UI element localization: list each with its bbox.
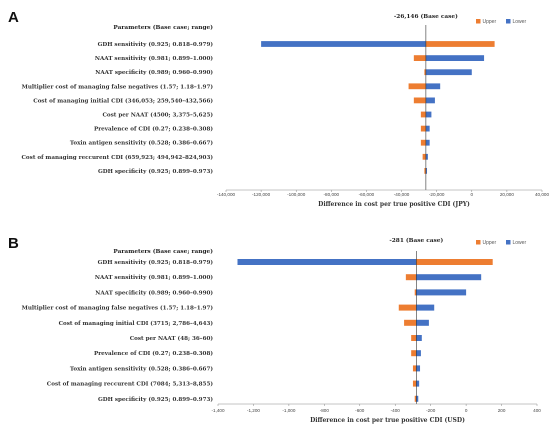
bar-lower (425, 69, 472, 76)
bar-lower (425, 97, 435, 104)
x-tick-label: -800 (320, 408, 330, 413)
bar-upper (405, 274, 417, 281)
bar-upper (416, 259, 493, 265)
bar-upper (420, 139, 426, 146)
bar-upper (408, 83, 426, 90)
bar-upper (412, 380, 417, 387)
base-case-label: -26,146 (Base case) (394, 13, 458, 20)
bar-upper (420, 125, 426, 132)
x-tick-label: 200 (498, 408, 506, 413)
bar-lower (416, 335, 422, 341)
bar-upper (424, 168, 426, 174)
x-tick-label: -600 (355, 408, 365, 413)
bar-upper (424, 69, 426, 76)
bar-lower (416, 380, 420, 387)
panel-letter: B (8, 235, 19, 252)
parameter-label: Multiplier cost of managing false negati… (22, 83, 214, 90)
legend-label-upper: Upper (483, 240, 497, 246)
bar-lower (425, 125, 430, 132)
parameter-label: NAAT sensitivity (0.981; 0.899–1.000) (95, 274, 214, 281)
parameter-label: Multiplier cost of managing false negati… (22, 305, 214, 312)
bar-upper (413, 97, 426, 104)
parameter-label: NAAT specificity (0.989; 0.960–0.990) (95, 69, 213, 76)
parameter-label: Cost of managing initial CDI (3715; 2,78… (59, 320, 214, 327)
parameter-label: Cost per NAAT (48; 36–60) (130, 335, 214, 342)
bar-lower (261, 41, 426, 47)
parameter-label: GDH specificity (0.925; 0.899–0.973) (98, 168, 213, 175)
parameter-label: GDH sensitivity (0.925; 0.818–0.979) (98, 259, 214, 266)
x-tick-label: -1,000 (282, 408, 295, 413)
bar-lower (416, 319, 429, 326)
x-tick-label: -1,400 (211, 408, 224, 413)
panel-letter: A (8, 9, 19, 26)
bar-lower (425, 83, 441, 90)
x-tick-label: 400 (533, 408, 541, 413)
bar-upper (412, 365, 417, 372)
parameter-label: Toxin antigen sensitivity (0.528; 0.386–… (70, 140, 214, 147)
params-header: Parameters (Base case; range) (113, 248, 213, 255)
base-case-label: -281 (Base case) (389, 237, 443, 244)
legend-label-upper: Upper (483, 19, 497, 25)
legend-swatch-lower (506, 240, 511, 245)
bar-lower (425, 168, 428, 174)
parameter-label: Prevalence of CDI (0.27; 0.238–0.308) (94, 126, 213, 133)
bar-lower (416, 365, 421, 372)
x-tick-label: -120,000 (252, 192, 271, 197)
parameter-label: Cost per NAAT (4500; 3,375–5,625) (102, 112, 213, 119)
x-tick-label: -60,000 (359, 192, 375, 197)
panel-a: A -26,146 (Base case) Parameters (Base cas… (8, 9, 549, 208)
bar-upper (398, 304, 417, 311)
bar-upper (414, 289, 417, 296)
x-axis-title: Difference in cost per true positive CDI… (310, 417, 465, 424)
bar-lower (425, 55, 485, 61)
x-tick-label: -400 (391, 408, 401, 413)
x-tick-label: -140,000 (217, 192, 236, 197)
parameter-label: GDH specificity (0.925; 0.899–0.973) (98, 396, 213, 403)
parameter-label: NAAT sensitivity (0.981; 0.899–1.000) (95, 55, 214, 62)
x-tick-label: -80,000 (324, 192, 340, 197)
bar-upper (411, 335, 417, 341)
x-tick-label: 0 (465, 408, 468, 413)
bar-lower (416, 395, 419, 402)
x-tick-label: -40,000 (394, 192, 410, 197)
params-header: Parameters (Base case; range) (113, 24, 213, 31)
bar-lower (416, 350, 421, 357)
parameter-label: Toxin antigen sensitivity (0.528; 0.386–… (70, 365, 214, 372)
bar-lower (425, 111, 432, 118)
parameter-label: GDH sensitivity (0.925; 0.818–0.979) (98, 41, 214, 48)
parameter-label: NAAT specificity (0.989; 0.960–0.990) (95, 289, 213, 296)
legend-label-lower: Lower (513, 240, 527, 246)
x-tick-label: -200 (426, 408, 436, 413)
bar-lower (416, 274, 482, 281)
x-tick-label: -1,200 (247, 408, 260, 413)
bar-upper (413, 55, 426, 61)
x-tick-label: -20,000 (429, 192, 445, 197)
legend-swatch-lower (506, 19, 511, 24)
parameter-label: Cost of managing reccurent CDI (659,923;… (21, 154, 213, 161)
legend-swatch-upper (476, 240, 481, 245)
parameter-label: Cost of managing reccurent CDI (7084; 5,… (47, 381, 214, 388)
bar-upper (414, 395, 417, 402)
bar-upper (422, 153, 426, 160)
bar-upper (404, 319, 417, 326)
x-tick-label: 20,000 (500, 192, 514, 197)
bar-lower (416, 289, 467, 296)
parameter-label: Cost of managing initial CDI (346,053; 2… (33, 97, 213, 104)
x-tick-label: 40,000 (535, 192, 549, 197)
legend-swatch-upper (476, 19, 481, 24)
bar-lower (416, 304, 435, 311)
legend-label-lower: Lower (513, 19, 527, 25)
bar-lower (425, 139, 430, 146)
panel-b: B -281 (Base case) Parameters (Base case; … (8, 235, 541, 424)
bar-lower (425, 153, 428, 160)
parameter-label: Prevalence of CDI (0.27; 0.238–0.308) (94, 350, 213, 357)
x-tick-label: 0 (470, 192, 473, 197)
bar-upper (425, 41, 495, 47)
bar-upper (420, 111, 426, 118)
bar-lower (237, 259, 417, 265)
x-axis-title: Difference in cost per true positive CDI… (318, 201, 470, 208)
x-tick-label: -100,000 (287, 192, 306, 197)
bar-upper (411, 350, 417, 357)
